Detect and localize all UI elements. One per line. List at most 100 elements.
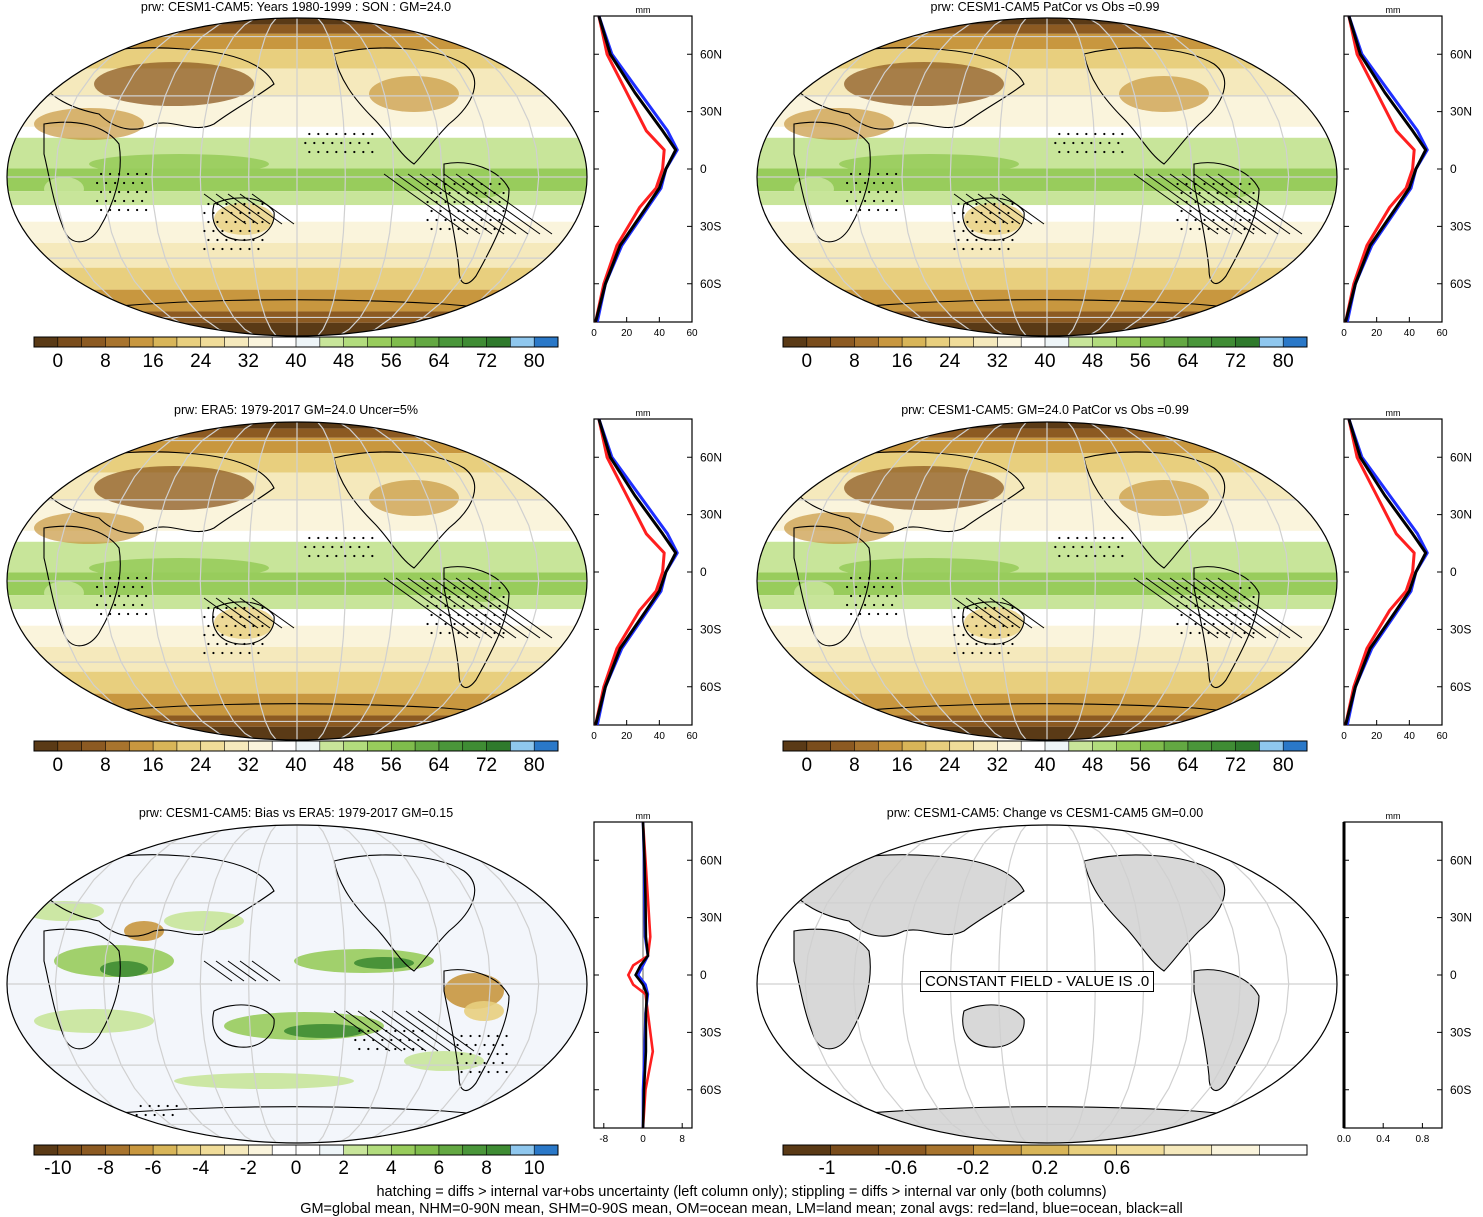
colorbar-swatch [224, 1145, 249, 1155]
colorbar-label: 16 [142, 755, 164, 776]
zonal-line-land [594, 418, 666, 726]
colorbar-swatch [129, 337, 154, 347]
lat-tick-label: 30N [1450, 911, 1472, 925]
lat-tick-label: 60S [700, 1083, 721, 1097]
colorbar-label: 6 [433, 1158, 445, 1179]
colorbar-swatch [462, 1145, 488, 1155]
australia-region [964, 607, 1024, 639]
lat-tick-label: 60N [700, 853, 722, 867]
colorbar-label: 0 [290, 1158, 302, 1179]
colorbar-swatch [153, 741, 178, 751]
warm-pool-region [89, 558, 269, 578]
colorbar-swatch [391, 741, 416, 751]
colorbar-swatch [510, 1145, 535, 1155]
colorbar-swatch [296, 1145, 321, 1155]
lat-tick-label: 60N [1450, 853, 1472, 867]
hatching [203, 960, 475, 1052]
colorbar-swatch [1068, 1145, 1117, 1155]
sahara-dry-region [784, 108, 894, 140]
colorbar-swatch [902, 337, 927, 347]
colorbar-swatch [1283, 741, 1308, 751]
lat-tick-label: 30N [1450, 508, 1472, 522]
colorbar-swatch [176, 741, 202, 751]
sahara-dry-region [34, 512, 144, 544]
lat-tick-label: 30S [1450, 622, 1471, 636]
lat-tick-label: 0 [1450, 968, 1457, 982]
colorbar-label: 64 [1177, 351, 1199, 372]
lat-tick-label: 0 [1450, 565, 1457, 579]
bias-region [24, 901, 104, 921]
congo-region [44, 177, 84, 201]
colorbar-swatch [1211, 337, 1237, 347]
continent-outline [33, 451, 275, 534]
zonal-x-tick-label: 0.4 [1376, 1134, 1390, 1145]
map-border [6, 824, 588, 1144]
colorbar-labels-6: -1 -0.6 -0.2 0.2 0.6 [783, 1158, 1307, 1182]
colorbar-swatch [224, 337, 249, 347]
colorbar-swatch [272, 337, 297, 347]
colorbar-swatch [534, 337, 559, 347]
continent-outline [1083, 451, 1226, 569]
colorbar-label: 8 [849, 351, 860, 372]
colorbar-label: 2 [338, 1158, 349, 1179]
colorbar-swatch [854, 741, 879, 751]
panel-title-5: prw: CESM1-CAM5: Bias vs ERA5: 1979-2017… [138, 806, 454, 820]
colorbar-swatch [878, 337, 903, 347]
congo-region [44, 581, 84, 605]
colorbar-label: 32 [986, 351, 1008, 372]
map-panel-4 [756, 421, 1338, 741]
continent-outline [1083, 47, 1226, 165]
colorbar-label: 64 [1177, 755, 1199, 776]
colorbar-swatch [57, 741, 83, 751]
zonal-unit-label: mm [636, 811, 651, 821]
colorbar-label: 16 [891, 755, 913, 776]
colorbar-swatch [272, 741, 297, 751]
colorbar-labels-2: 0 8 16 24 32 40 48 56 64 72 80 [783, 351, 1307, 375]
zonal-unit-label: mm [636, 408, 651, 418]
lat-tick-label: 0 [700, 162, 707, 176]
bias-region [404, 1051, 484, 1071]
hatching [953, 577, 1303, 639]
colorbar-label: 0.6 [1103, 1158, 1131, 1179]
colorbar-label: 4 [385, 1158, 397, 1179]
zonal-unit-label: mm [636, 5, 651, 15]
asia-dry-region [844, 62, 1004, 106]
colorbar-swatch [34, 741, 59, 751]
continent-outline [43, 928, 121, 1050]
lat-tick-label: 30S [1450, 1025, 1471, 1039]
colorbar-4 [782, 740, 1308, 752]
zonal-x-tick-label: 8 [679, 1134, 685, 1145]
colorbar-swatch [343, 337, 368, 347]
colorbar-swatch [153, 1145, 178, 1155]
colorbar-label: 0 [801, 755, 813, 776]
colorbar-swatch [1259, 1145, 1308, 1155]
hatching [953, 173, 1303, 235]
zonal-plot-6: mm 60N 30N 0 30S 60S 0.0 0.4 0.8 [1337, 811, 1472, 1145]
colorbar-swatch [997, 741, 1022, 751]
colorbar-3 [33, 740, 559, 752]
colorbar-swatch [510, 337, 535, 347]
colorbar-label: 56 [380, 351, 402, 372]
colorbar-swatch [1045, 741, 1070, 751]
map-panel-5 [6, 824, 588, 1144]
colorbar-swatch [1021, 741, 1046, 751]
colorbar-label: 56 [380, 755, 402, 776]
zonal-line-land [594, 15, 666, 323]
colorbar-swatch [105, 1145, 130, 1155]
colorbar-swatch [248, 741, 273, 751]
colorbar-swatch [343, 741, 368, 751]
zonal-unit-label: mm [1386, 5, 1401, 15]
zonal-line-all [594, 15, 678, 323]
zonal-x-tick-label: 0 [591, 731, 597, 742]
colorbar-label: 40 [285, 755, 307, 776]
continent-outline [43, 525, 121, 647]
colorbar-swatch [81, 1145, 106, 1155]
continent-outline [783, 451, 1025, 534]
panel-title-4: prw: CESM1-CAM5: GM=24.0 PatCor vs Obs =… [901, 403, 1189, 417]
zonal-plot-1: mm 60N 30N 0 30S 60S 0 20 40 60 [591, 5, 722, 339]
zonal-x-tick-label: 60 [1436, 731, 1448, 742]
australia-region [214, 203, 274, 235]
warm-pool-region [839, 558, 1019, 578]
colorbar-swatch [367, 741, 392, 751]
continent-outline [43, 121, 121, 243]
